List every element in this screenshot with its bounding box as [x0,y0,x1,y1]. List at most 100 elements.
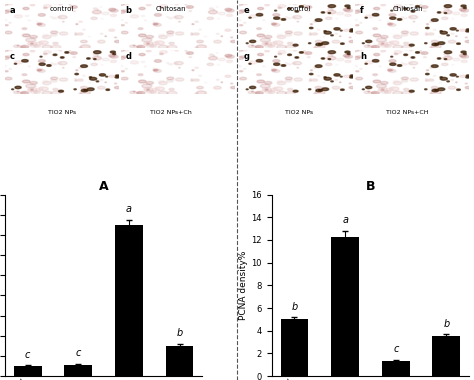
Circle shape [273,60,280,62]
Circle shape [146,90,154,93]
Circle shape [239,71,243,72]
Circle shape [431,65,438,68]
Circle shape [260,84,270,88]
Circle shape [421,52,428,54]
Circle shape [381,90,388,93]
Circle shape [175,4,178,5]
Circle shape [281,19,286,20]
Circle shape [350,76,354,78]
Circle shape [459,8,466,11]
Circle shape [17,45,18,46]
Circle shape [139,7,145,10]
Circle shape [1,10,9,13]
Circle shape [444,54,448,55]
Circle shape [197,86,203,89]
Circle shape [312,79,318,81]
Circle shape [30,50,35,52]
Circle shape [277,80,283,82]
Circle shape [305,52,312,54]
Circle shape [310,34,311,35]
Circle shape [100,74,106,76]
Circle shape [121,77,128,80]
Circle shape [120,19,123,21]
Circle shape [427,70,428,71]
Circle shape [121,71,124,72]
Circle shape [239,25,243,26]
Circle shape [360,22,362,23]
Circle shape [238,66,241,67]
Circle shape [278,53,282,55]
Circle shape [153,70,157,71]
Circle shape [91,17,97,19]
Circle shape [31,89,34,90]
Circle shape [460,29,465,32]
Circle shape [425,89,427,90]
Circle shape [246,43,248,44]
Circle shape [210,8,214,10]
Circle shape [115,83,117,84]
Circle shape [150,91,156,93]
Circle shape [264,90,272,93]
Text: b: b [292,302,298,312]
Circle shape [289,3,292,5]
Circle shape [270,88,278,91]
Circle shape [88,82,91,83]
Circle shape [34,91,40,93]
Circle shape [153,23,157,25]
Circle shape [321,58,325,59]
Circle shape [397,65,402,66]
Circle shape [1,49,8,52]
Circle shape [179,67,180,68]
Circle shape [404,54,408,55]
Circle shape [188,7,190,8]
Circle shape [256,74,261,76]
Circle shape [409,62,418,65]
Circle shape [160,53,163,55]
Circle shape [191,34,193,35]
Circle shape [431,40,438,43]
Circle shape [79,67,82,68]
Circle shape [328,51,336,54]
Circle shape [138,34,146,37]
Circle shape [270,42,278,45]
Circle shape [147,89,150,90]
Circle shape [51,45,61,49]
Circle shape [345,60,351,63]
Circle shape [278,5,286,8]
Circle shape [37,69,43,71]
Circle shape [466,75,470,76]
Circle shape [343,8,350,11]
Circle shape [461,5,466,7]
Circle shape [438,58,441,59]
Circle shape [257,34,264,37]
Circle shape [410,32,419,35]
Circle shape [25,61,29,63]
Circle shape [315,65,322,68]
Circle shape [376,61,380,63]
Circle shape [29,90,33,91]
Circle shape [34,45,40,48]
Circle shape [1,57,9,59]
Circle shape [389,14,396,16]
Circle shape [118,49,124,52]
Text: Chitosan: Chitosan [155,6,186,12]
Circle shape [309,89,311,90]
Circle shape [362,89,365,90]
Circle shape [303,4,305,5]
Circle shape [285,16,287,17]
Circle shape [21,46,26,48]
Circle shape [295,11,299,12]
Circle shape [273,63,280,65]
Circle shape [130,45,137,48]
Circle shape [255,46,261,48]
Y-axis label: PCNA density%: PCNA density% [239,251,248,320]
Circle shape [373,80,381,83]
Circle shape [273,24,280,26]
Circle shape [23,54,29,56]
Circle shape [65,52,69,53]
Circle shape [397,19,402,20]
Circle shape [423,11,426,12]
Circle shape [440,31,442,32]
Circle shape [25,15,29,17]
Circle shape [144,42,153,45]
